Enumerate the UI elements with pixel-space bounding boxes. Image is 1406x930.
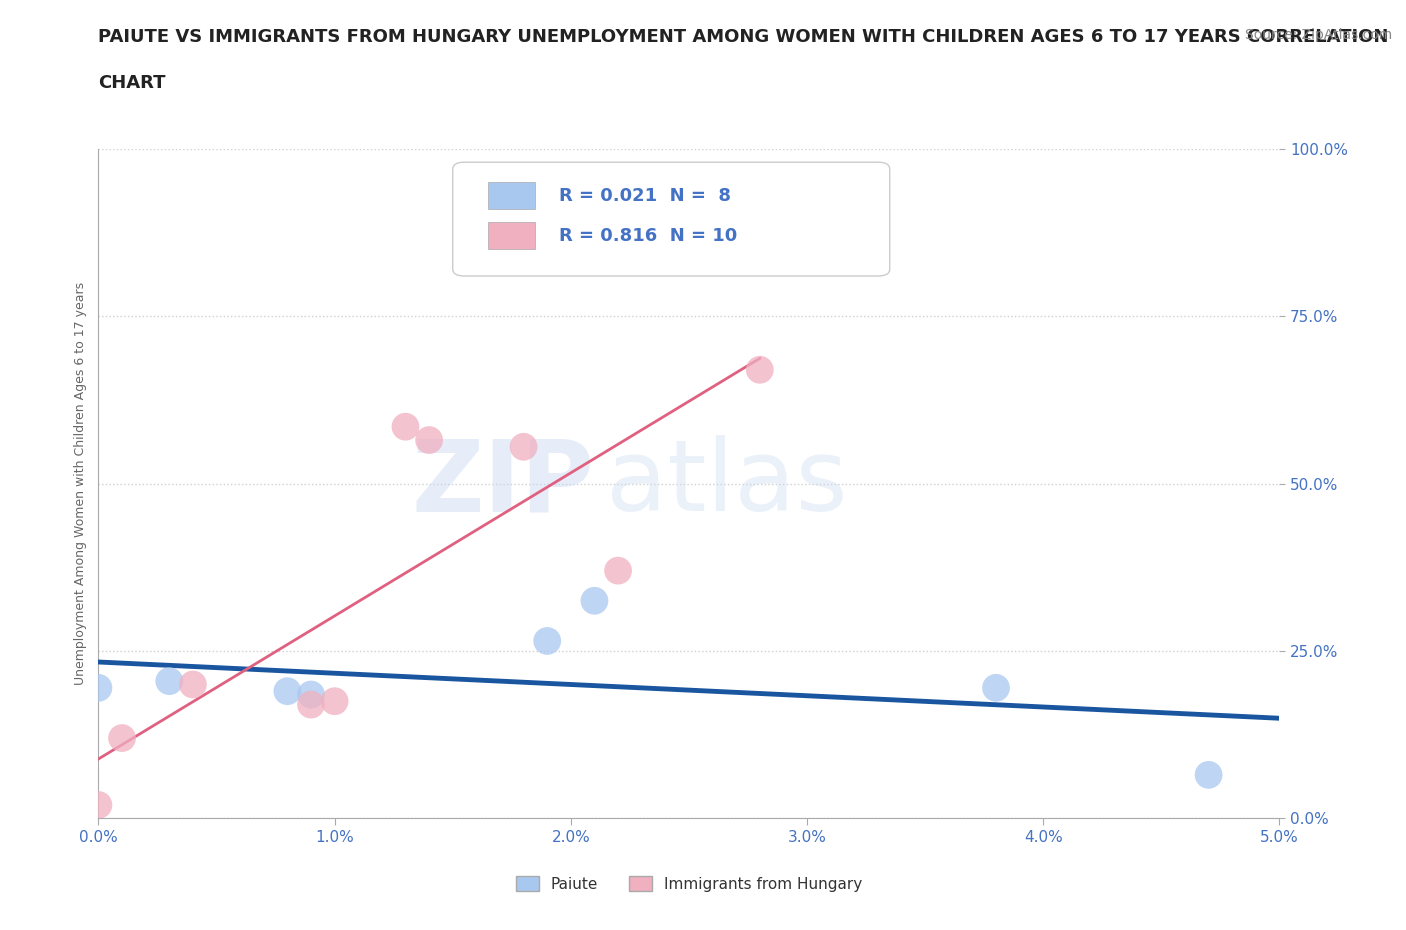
Y-axis label: Unemployment Among Women with Children Ages 6 to 17 years: Unemployment Among Women with Children A…	[75, 282, 87, 685]
Point	[984, 681, 1007, 696]
Point	[583, 593, 606, 608]
Point	[394, 419, 416, 434]
Point	[323, 694, 346, 709]
Text: atlas: atlas	[606, 435, 848, 532]
Point	[512, 439, 534, 454]
FancyBboxPatch shape	[488, 182, 536, 209]
Point	[157, 673, 180, 688]
Point	[87, 681, 110, 696]
Point	[111, 731, 134, 746]
Text: Source: ZipAtlas.com: Source: ZipAtlas.com	[1244, 28, 1392, 42]
Point	[607, 564, 630, 578]
Point	[536, 633, 558, 648]
Point	[1198, 767, 1220, 782]
Point	[87, 798, 110, 813]
Point	[181, 677, 204, 692]
Text: R = 0.021  N =  8: R = 0.021 N = 8	[560, 187, 731, 205]
Text: ZIP: ZIP	[412, 435, 595, 532]
Text: CHART: CHART	[98, 74, 166, 92]
Legend: Paiute, Immigrants from Hungary: Paiute, Immigrants from Hungary	[509, 870, 869, 897]
Point	[299, 687, 322, 702]
Point	[748, 363, 770, 378]
Text: R = 0.816  N = 10: R = 0.816 N = 10	[560, 227, 737, 245]
FancyBboxPatch shape	[453, 162, 890, 276]
Text: PAIUTE VS IMMIGRANTS FROM HUNGARY UNEMPLOYMENT AMONG WOMEN WITH CHILDREN AGES 6 : PAIUTE VS IMMIGRANTS FROM HUNGARY UNEMPL…	[98, 28, 1389, 46]
Point	[299, 698, 322, 712]
Point	[418, 432, 440, 447]
Point	[276, 684, 298, 698]
FancyBboxPatch shape	[488, 222, 536, 249]
